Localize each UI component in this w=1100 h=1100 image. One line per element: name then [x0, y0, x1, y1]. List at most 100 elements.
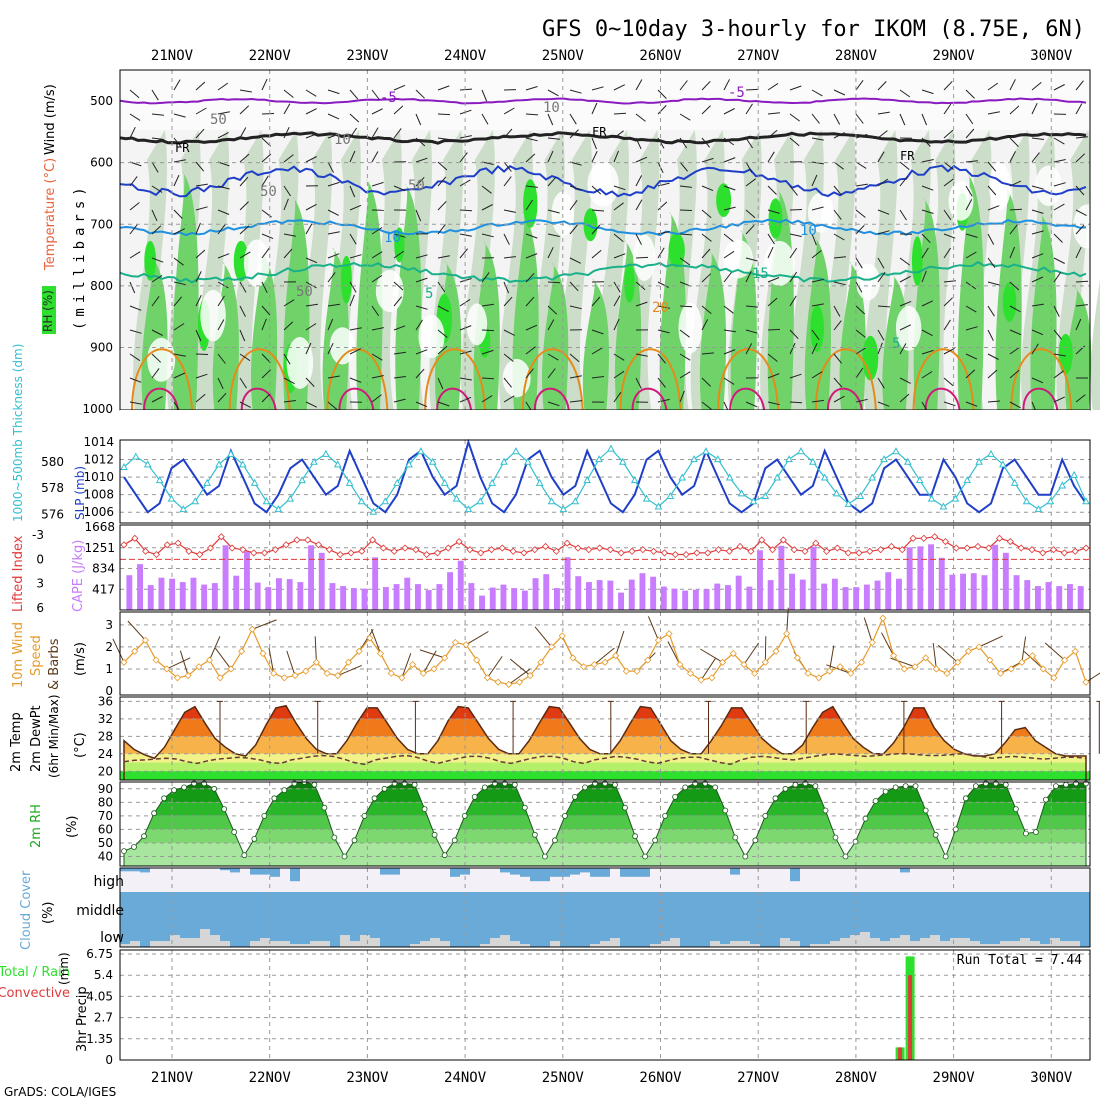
isotherm-20-loop [424, 348, 487, 411]
cape-bar [564, 557, 571, 610]
wind-barb [239, 281, 247, 293]
contour-label: FR [175, 141, 190, 155]
wind-barb [965, 326, 978, 331]
wind-barb [547, 150, 554, 163]
wind-barb [745, 209, 756, 219]
li-point [736, 542, 744, 551]
thickness-point [595, 455, 603, 463]
wind-barb [833, 281, 846, 286]
tick-label: 900 [90, 341, 113, 355]
date-axis-top: 21NOV 22NOV 23NOV 24NOV 25NOV 26NOV 27NOV 28NOV… [151, 48, 1073, 64]
wind-barb [129, 89, 140, 99]
li-point [239, 546, 247, 554]
cloud-low-bar [590, 944, 600, 947]
wind-barb [767, 129, 778, 139]
thickness-point [951, 494, 960, 502]
precip-label: 3hr Precip [75, 986, 90, 1052]
wind-barb [811, 399, 824, 403]
cloud-high-bar [640, 868, 650, 877]
thickness-point [286, 494, 295, 502]
wind10-barb [419, 649, 445, 659]
wind-barb [437, 113, 451, 116]
wind-barb [635, 256, 649, 259]
wind-barb [965, 128, 975, 139]
li-point [833, 544, 841, 552]
rh-point [922, 807, 929, 814]
wind-barb [569, 129, 579, 139]
cape-bar [265, 587, 272, 610]
li-point [401, 544, 409, 552]
li-point [552, 547, 560, 555]
cape-bar [222, 545, 229, 610]
cloud-high-bar [580, 868, 590, 873]
wind-barb [547, 281, 561, 284]
temp2m-unit: (°C) [73, 732, 88, 758]
cloud-high-bar [540, 868, 550, 882]
wind-barb [877, 209, 890, 215]
wind-barb [415, 157, 428, 163]
date-label-bottom: 23NOV [346, 1070, 389, 1086]
cape-bar [863, 584, 870, 610]
wind-barb [371, 89, 380, 100]
wind-barb [1009, 151, 1016, 163]
wind10-point [248, 625, 256, 633]
li-point [714, 546, 723, 554]
rh-point [562, 813, 568, 819]
wind-barb [987, 329, 994, 341]
wind-barb [283, 400, 296, 403]
rh-point [381, 785, 388, 792]
li-point [844, 549, 852, 557]
rh-point [471, 794, 478, 800]
wind10-point [900, 665, 908, 673]
rh-green-region [699, 251, 727, 410]
li-point [877, 546, 885, 554]
li-point [358, 547, 366, 555]
cloud-low-bar [890, 938, 900, 947]
wind10-point [708, 674, 716, 682]
thickness-point [678, 473, 687, 481]
cloud-high-bar [530, 868, 540, 882]
wind-barb [261, 78, 268, 91]
wind10-barb [179, 650, 189, 676]
wind-barb [525, 253, 538, 259]
wind-barb [239, 329, 246, 342]
cloud-low-bar [750, 944, 760, 947]
wind-barb [657, 231, 670, 235]
wind10-point [697, 676, 705, 684]
wind-barb [239, 176, 249, 187]
rh-bright-region [1058, 333, 1073, 375]
wind-barb [481, 89, 488, 102]
wind-barb [305, 133, 318, 139]
wind-barb [217, 353, 226, 364]
wind-barb [811, 233, 817, 246]
rh-point [812, 783, 819, 789]
rh-point [622, 804, 628, 811]
rh-point [942, 853, 949, 860]
wind10-point [483, 674, 491, 682]
wind-barb [833, 209, 842, 220]
cloud-high-bar [730, 868, 740, 875]
rh-point [361, 813, 368, 819]
rh2m-label: 2m RH [29, 804, 44, 848]
wind10-barb [881, 632, 895, 656]
wind-barb [129, 329, 142, 334]
isotherm-25-loop [1022, 387, 1059, 411]
cape-bar [596, 580, 603, 610]
wind10-point [911, 663, 919, 671]
tick-label: 700 [90, 217, 113, 231]
wind-barb [987, 400, 1001, 403]
cape-bar [885, 572, 892, 610]
slp-frame [119, 439, 1091, 524]
rh-green-region [957, 173, 984, 410]
rh-dry-region [200, 289, 226, 342]
wind-barb [899, 275, 911, 283]
wind-barb [173, 137, 182, 148]
wind-barb [767, 209, 780, 214]
wind-barb [503, 256, 516, 259]
thickness-point [547, 497, 556, 505]
cape-bar [874, 580, 881, 610]
rh-dry-region [551, 191, 574, 236]
wind-barb [591, 185, 602, 195]
wind10-point [366, 634, 374, 642]
cloud-high-bar [620, 868, 630, 877]
